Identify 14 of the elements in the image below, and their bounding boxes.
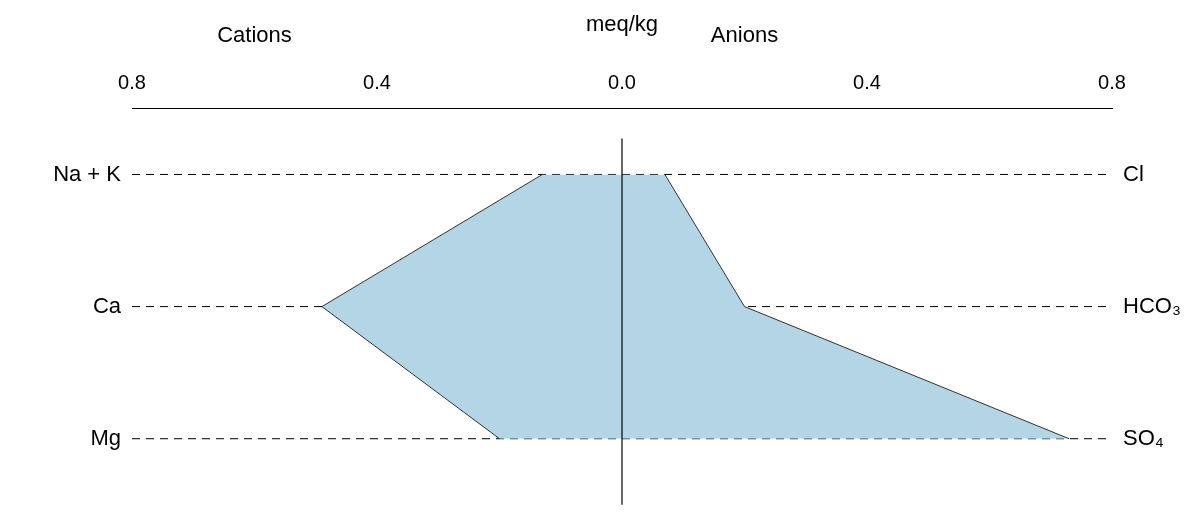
x-tick-label: 0.4 <box>853 70 881 93</box>
x-tick-label: 0.0 <box>608 70 636 93</box>
y2-tick-label: HCO₃ <box>1123 292 1181 318</box>
y-tick-label: Na + K <box>53 160 122 186</box>
x-tick-label: 0.8 <box>118 70 146 93</box>
x-axis-title: meq/kg <box>585 11 659 37</box>
text: Anions <box>710 22 779 48</box>
y2-tick-label: Cl <box>1123 160 1144 186</box>
x-tick-label: 0.4 <box>363 70 391 93</box>
text: Cations <box>217 22 292 48</box>
x-tick-label: 0.8 <box>1098 70 1126 93</box>
y2-tick-label: SO₄ <box>1123 424 1164 450</box>
y-tick-label: Mg <box>90 424 121 450</box>
y-tick-label: Ca <box>92 292 122 318</box>
